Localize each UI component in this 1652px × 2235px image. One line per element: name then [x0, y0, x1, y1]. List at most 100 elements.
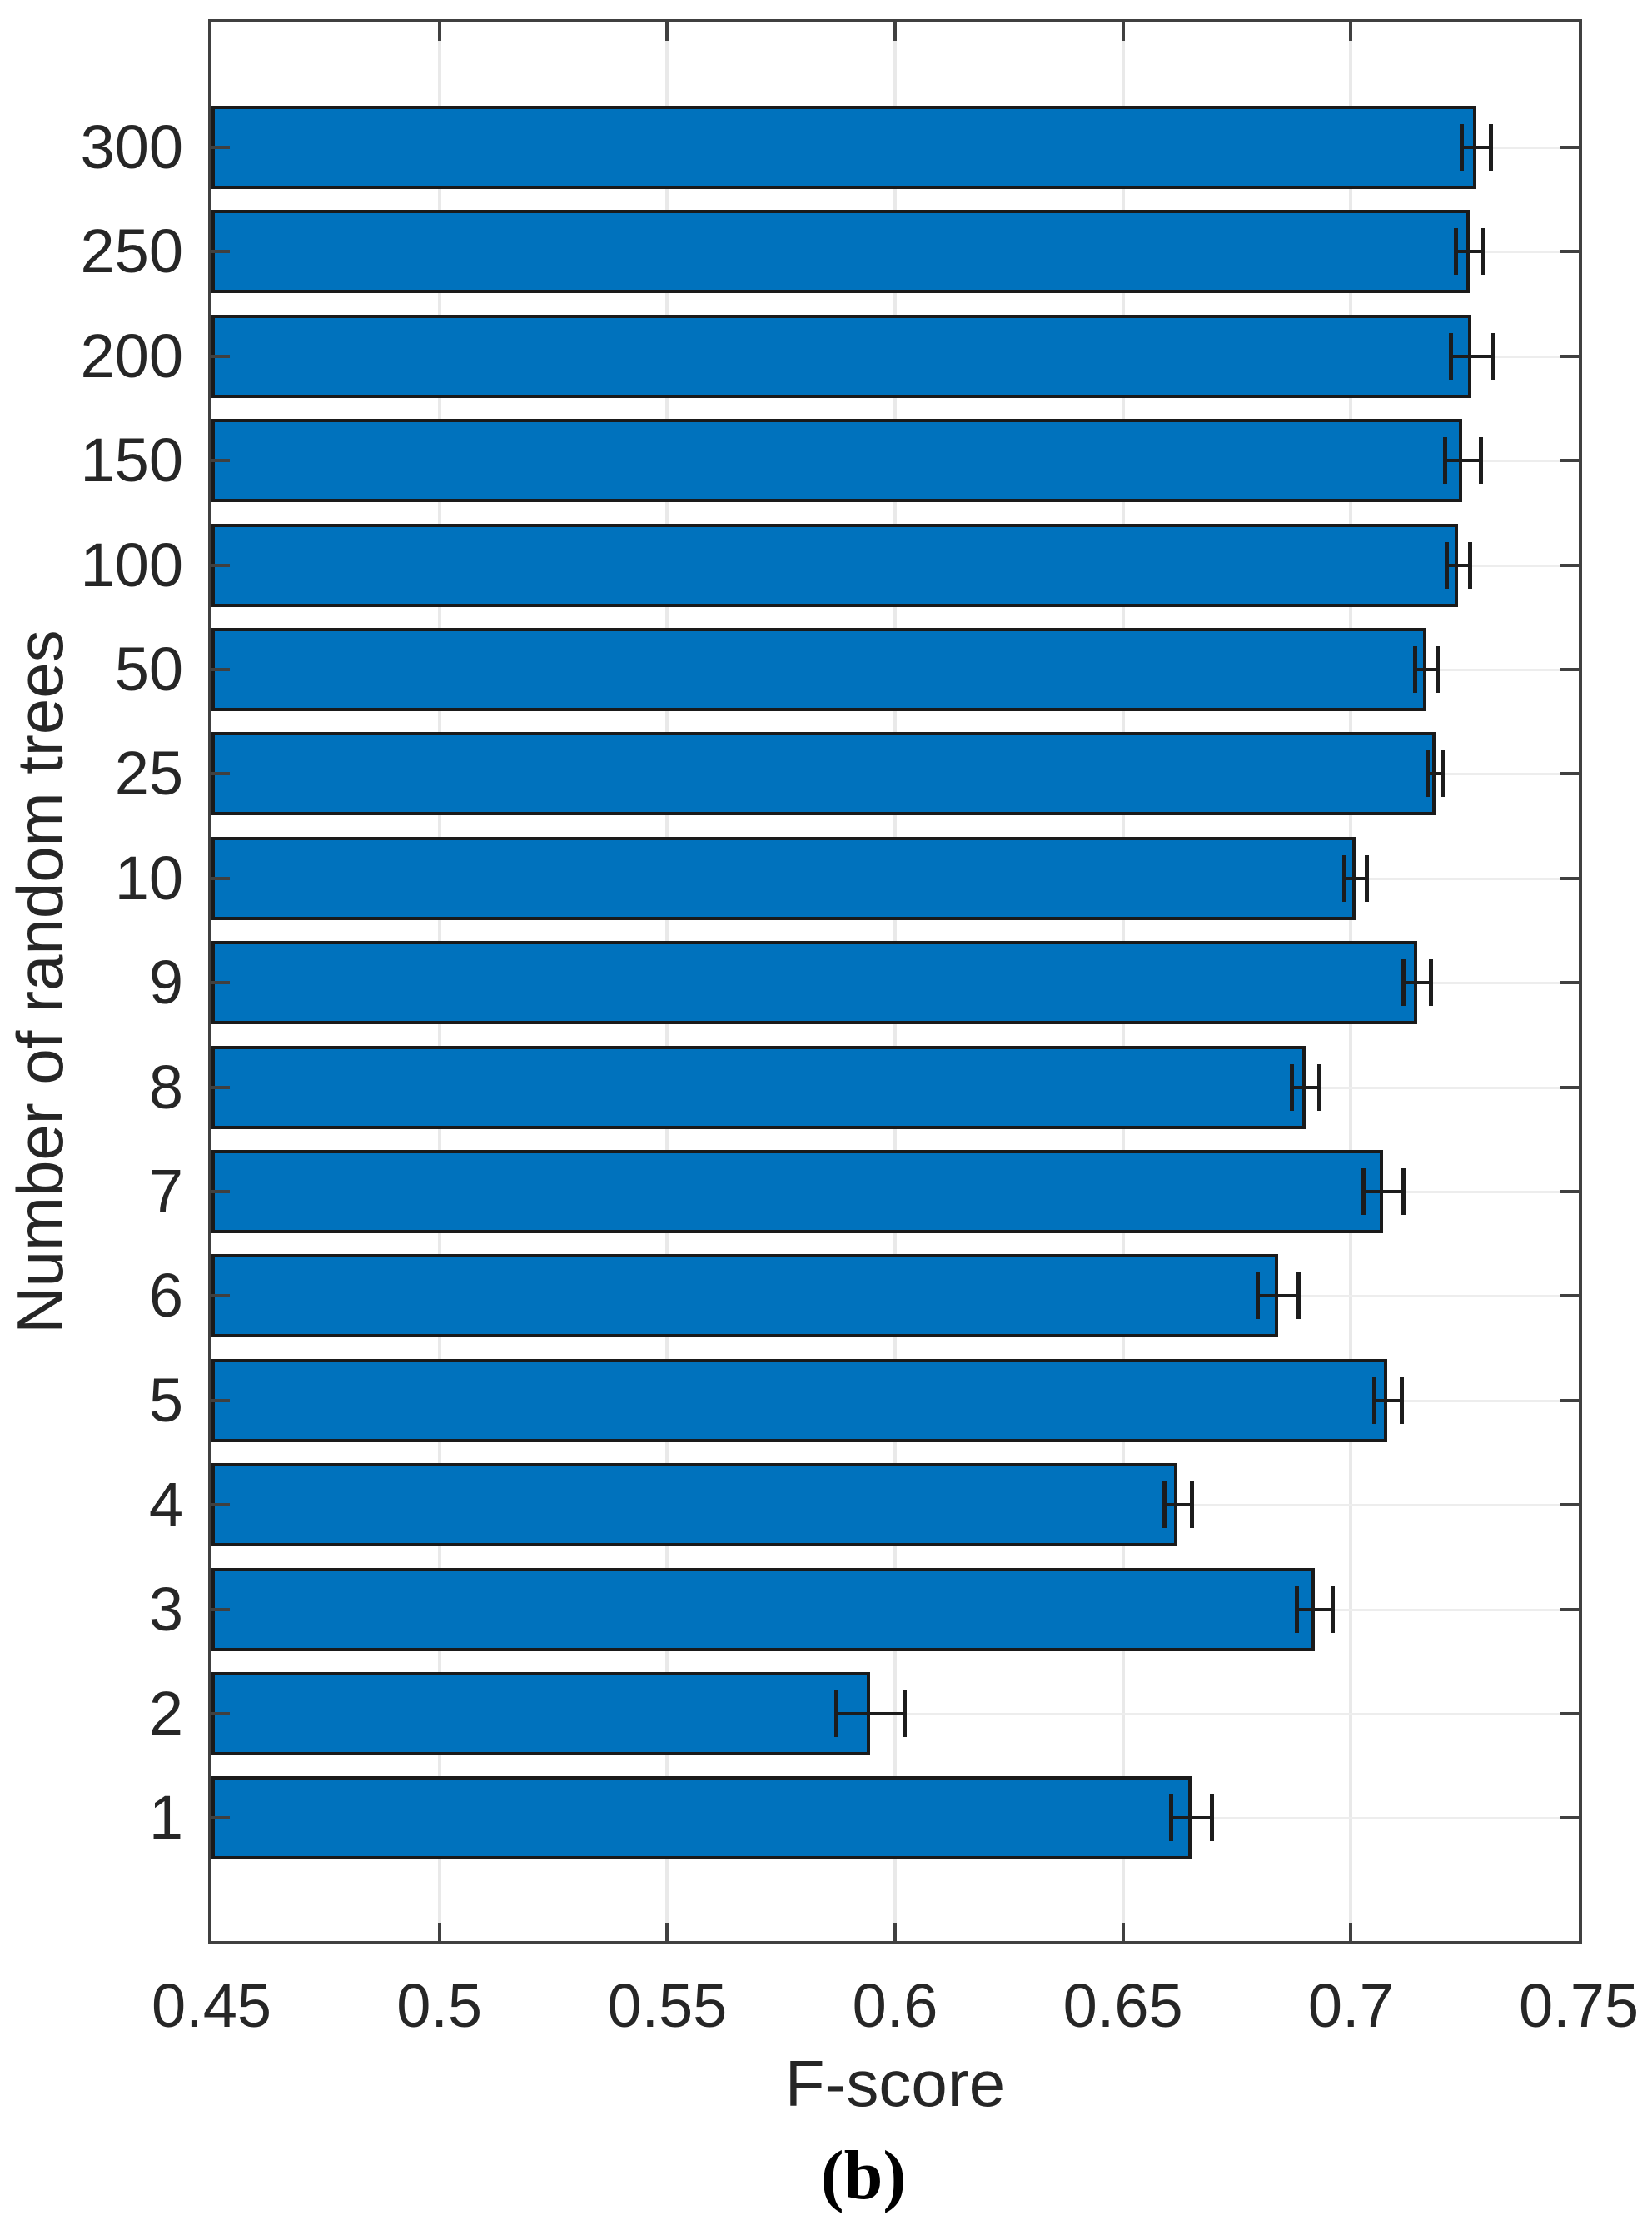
- y-tick-label: 7: [148, 1157, 183, 1226]
- error-bar-cap-left: [1412, 646, 1417, 693]
- y-tick-right: [1560, 1085, 1579, 1089]
- bar: [211, 732, 1436, 816]
- y-tick-right: [1560, 1294, 1579, 1298]
- y-tick-right: [1560, 1712, 1579, 1715]
- error-bar-line: [835, 1712, 904, 1715]
- error-bar-line: [1426, 772, 1444, 776]
- y-tick-left: [211, 563, 230, 567]
- x-tick-label: 0.6: [852, 1971, 938, 2040]
- plot-area: [208, 19, 1582, 1944]
- y-tick-left: [211, 772, 230, 776]
- x-tick-bottom: [893, 1923, 897, 1941]
- x-tick-label: 0.5: [396, 1971, 483, 2040]
- y-tick-left: [211, 1503, 230, 1507]
- subfigure-caption: (b): [820, 2137, 907, 2214]
- y-tick-left: [211, 1190, 230, 1193]
- bar: [211, 1567, 1315, 1651]
- bar: [211, 1254, 1278, 1338]
- y-tick-label: 8: [148, 1052, 183, 1122]
- bar: [211, 1358, 1388, 1442]
- y-tick-right: [1560, 563, 1579, 567]
- y-tick-label: 10: [114, 843, 183, 913]
- y-tick-label: 4: [148, 1470, 183, 1540]
- error-bar-line: [1450, 354, 1493, 358]
- error-bar-cap-left: [1342, 854, 1347, 902]
- y-tick-left: [211, 146, 230, 149]
- error-bar-line: [1291, 1085, 1319, 1089]
- y-tick-left: [211, 1607, 230, 1611]
- x-tick-top: [665, 22, 669, 41]
- x-tick-label: 0.65: [1062, 1971, 1183, 2040]
- y-tick-left: [211, 459, 230, 463]
- y-tick-left: [211, 1816, 230, 1820]
- bar: [211, 836, 1356, 920]
- error-bar-line: [1444, 459, 1481, 463]
- bar: [211, 106, 1476, 189]
- y-tick-right: [1560, 1607, 1579, 1611]
- error-bar-cap-right: [1481, 228, 1486, 276]
- error-bar-cap-left: [1169, 1794, 1174, 1842]
- error-bar-cap-left: [1361, 1168, 1366, 1215]
- error-bar-line: [1446, 563, 1470, 567]
- bar: [211, 1045, 1306, 1129]
- error-bar-line: [1461, 146, 1491, 149]
- error-bar-line: [1455, 250, 1484, 254]
- error-bar-cap-right: [1210, 1794, 1215, 1842]
- y-tick-right: [1560, 146, 1579, 149]
- y-tick-label: 300: [80, 112, 183, 182]
- error-bar-cap-right: [1429, 959, 1434, 1007]
- error-bar-cap-left: [1425, 750, 1430, 798]
- y-tick-label: 100: [80, 530, 183, 600]
- bar: [211, 1776, 1192, 1860]
- y-tick-label: 1: [148, 1783, 183, 1853]
- error-bar-cap-left: [1256, 1272, 1261, 1320]
- x-tick-label: 0.7: [1307, 1971, 1394, 2040]
- y-tick-label: 5: [148, 1365, 183, 1435]
- y-tick-label: 200: [80, 321, 183, 391]
- error-bar-cap-right: [1296, 1272, 1301, 1320]
- error-bar-line: [1344, 876, 1367, 880]
- y-tick-label: 6: [148, 1261, 183, 1331]
- error-bar-line: [1362, 1190, 1403, 1193]
- error-bar-cap-left: [1290, 1063, 1295, 1111]
- x-tick-top: [893, 22, 897, 41]
- y-tick-right: [1560, 1816, 1579, 1820]
- x-tick-label: 0.45: [151, 1971, 272, 2040]
- error-bar-line: [1171, 1816, 1212, 1820]
- y-tick-left: [211, 668, 230, 671]
- x-tick-label: 0.55: [607, 1971, 728, 2040]
- x-tick-bottom: [1349, 1923, 1353, 1941]
- error-bar-cap-right: [1479, 437, 1484, 485]
- error-bar-cap-right: [1399, 1376, 1404, 1424]
- bar: [211, 1150, 1383, 1233]
- error-bar-cap-left: [1371, 1376, 1376, 1424]
- y-tick-label: 150: [80, 426, 183, 495]
- y-tick-right: [1560, 668, 1579, 671]
- x-axis-label: F-score: [784, 2047, 1006, 2120]
- x-tick-top: [1121, 22, 1125, 41]
- error-bar-line: [1163, 1503, 1192, 1507]
- bar: [211, 523, 1458, 607]
- error-bar-line: [1414, 668, 1438, 671]
- y-tick-right: [1560, 250, 1579, 254]
- y-tick-right: [1560, 772, 1579, 776]
- y-tick-right: [1560, 876, 1579, 880]
- y-tick-left: [211, 1712, 230, 1715]
- error-bar-cap-right: [1331, 1585, 1336, 1633]
- bar: [211, 628, 1426, 711]
- error-bar-line: [1296, 1607, 1333, 1611]
- y-tick-label: 25: [114, 739, 183, 809]
- bar: [211, 314, 1472, 398]
- y-tick-left: [211, 354, 230, 358]
- x-tick-top: [437, 22, 441, 41]
- x-tick-bottom: [1121, 1923, 1125, 1941]
- y-tick-left: [211, 876, 230, 880]
- y-tick-left: [211, 1398, 230, 1402]
- error-bar-cap-left: [1442, 437, 1447, 485]
- error-bar-cap-left: [1454, 228, 1459, 276]
- x-tick-label: 0.75: [1518, 1971, 1640, 2040]
- error-bar-cap-left: [833, 1690, 838, 1737]
- y-tick-right: [1560, 981, 1579, 985]
- y-tick-left: [211, 250, 230, 254]
